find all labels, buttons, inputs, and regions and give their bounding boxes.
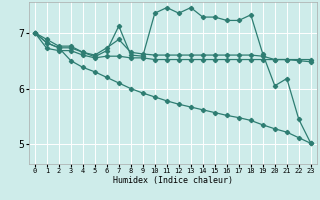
X-axis label: Humidex (Indice chaleur): Humidex (Indice chaleur) [113,176,233,185]
